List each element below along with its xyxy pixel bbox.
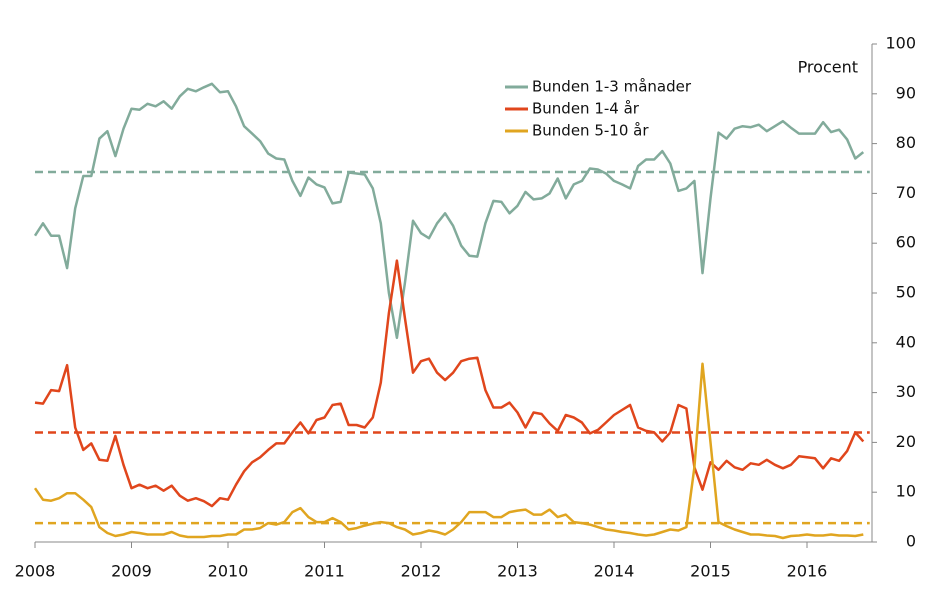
legend-label: Bunden 1-4 år (532, 100, 640, 118)
y-tick-label: 100 (885, 34, 916, 53)
y-tick-label: 90 (896, 83, 916, 102)
legend-label: Bunden 5-10 år (532, 122, 649, 140)
y-tick-label: 70 (896, 183, 916, 202)
y-tick-label: 80 (896, 133, 916, 152)
x-tick-label: 2013 (497, 562, 538, 581)
x-tick-label: 2009 (111, 562, 152, 581)
y-tick-label: 60 (896, 233, 916, 252)
x-tick-label: 2010 (208, 562, 249, 581)
y-tick-label: 10 (896, 482, 916, 501)
series-line (33, 362, 864, 540)
y-tick-label: 30 (896, 382, 916, 401)
legend-label: Bunden 1-3 månader (532, 78, 692, 96)
x-tick-label: 2012 (401, 562, 442, 581)
y-tick-label: 0 (906, 532, 916, 551)
x-tick-label: 2014 (594, 562, 635, 581)
x-tick-label: 2011 (304, 562, 345, 581)
y-tick-label: 50 (896, 283, 916, 302)
series-line (33, 82, 865, 340)
x-tick-label: 2016 (787, 562, 828, 581)
x-tick-label: 2015 (690, 562, 731, 581)
y-tick-label: 20 (896, 432, 916, 451)
x-tick-label: 2008 (15, 562, 56, 581)
y-axis-label: Procent (798, 58, 858, 77)
y-tick-label: 40 (896, 332, 916, 351)
series-line (34, 259, 865, 508)
